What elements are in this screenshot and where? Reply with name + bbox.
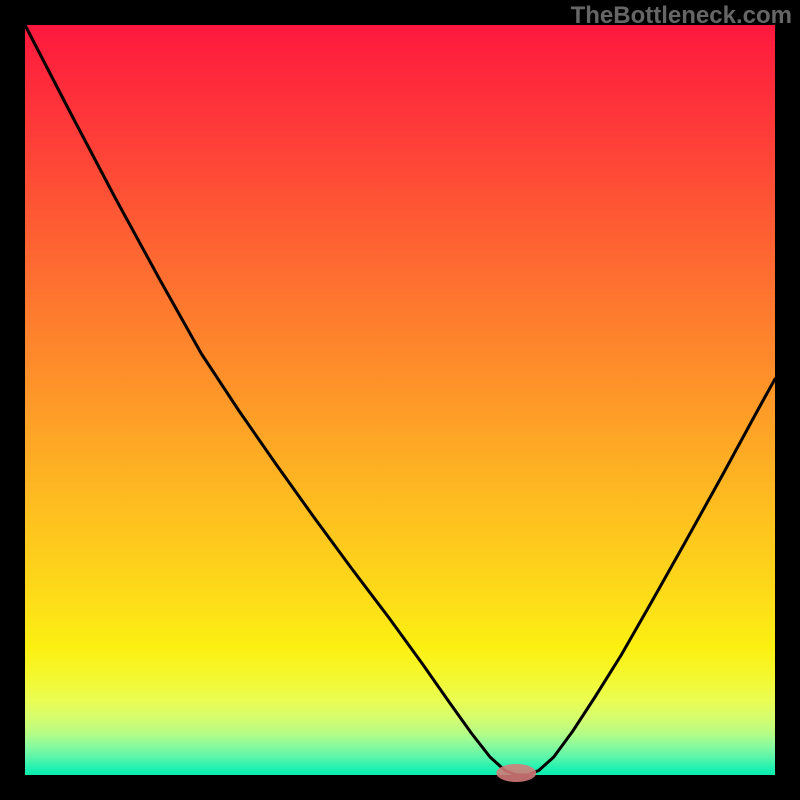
optimal-marker bbox=[496, 764, 536, 782]
plot-background bbox=[25, 25, 775, 775]
bottleneck-chart bbox=[0, 0, 800, 800]
chart-container: TheBottleneck.com bbox=[0, 0, 800, 800]
watermark-label: TheBottleneck.com bbox=[571, 2, 792, 30]
